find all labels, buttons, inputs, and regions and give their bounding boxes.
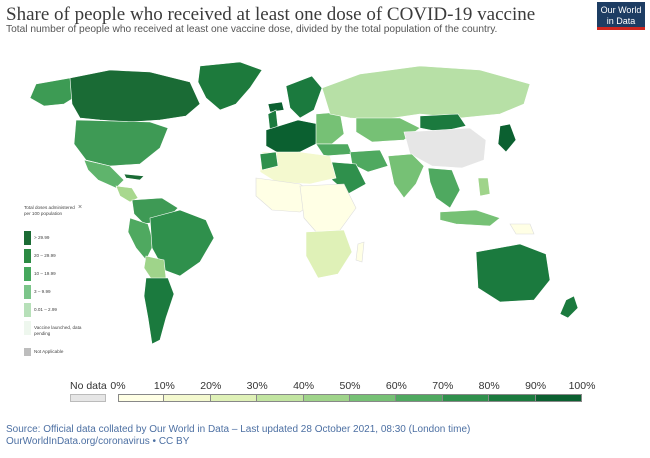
scale-bin[interactable] xyxy=(164,394,211,402)
mini-legend-swatch xyxy=(24,348,31,356)
region-india[interactable] xyxy=(387,153,425,199)
scale-tick-label: 20% xyxy=(200,380,222,392)
region-cuba[interactable] xyxy=(123,173,145,181)
region-morocco[interactable] xyxy=(259,151,279,171)
scale-tick-label: 100% xyxy=(568,380,596,392)
logo-line-1: Our World xyxy=(600,5,642,15)
mini-legend-label: Not Applicable xyxy=(34,349,64,354)
mini-legend-swatch xyxy=(24,285,31,299)
scale-bin[interactable] xyxy=(118,394,165,402)
region-western-europe[interactable] xyxy=(265,119,319,155)
scale-bin[interactable] xyxy=(257,394,304,402)
region-canada[interactable] xyxy=(69,69,201,123)
region-southeast-asia[interactable] xyxy=(427,167,461,209)
region-australia[interactable] xyxy=(475,243,551,303)
scale-bin[interactable] xyxy=(442,394,490,402)
region-madagascar[interactable] xyxy=(355,241,365,263)
scale-tick-label: 50% xyxy=(339,380,361,392)
chart-subtitle: Total number of people who received at l… xyxy=(6,24,498,35)
region-iceland[interactable] xyxy=(267,101,285,113)
mini-legend-label: 20 – 29.99 xyxy=(34,253,56,258)
region-southern-africa[interactable] xyxy=(305,229,353,279)
region-scandinavia[interactable] xyxy=(285,75,323,119)
scale-bin[interactable] xyxy=(396,394,443,402)
scale-bin[interactable] xyxy=(210,394,258,402)
region-japan[interactable] xyxy=(497,123,517,153)
mini-legend-item[interactable]: > 29.99 xyxy=(24,231,90,245)
mini-legend-item[interactable]: 20 – 29.99 xyxy=(24,249,90,263)
region-philippines[interactable] xyxy=(477,177,491,197)
scale-tick-label: 30% xyxy=(246,380,268,392)
mini-legend-item[interactable]: Vaccine launched, data pending xyxy=(24,321,90,336)
mini-legend-label: 3 – 9.99 xyxy=(34,289,51,294)
scale-tick-label: 60% xyxy=(385,380,407,392)
mini-legend-label: 0.01 – 2.99 xyxy=(34,307,57,312)
no-data-swatch[interactable] xyxy=(70,394,106,402)
mini-legend-swatch xyxy=(24,231,31,245)
map-mini-legend: Total doses administered per 100 populat… xyxy=(22,203,92,363)
mini-legend-swatch xyxy=(24,267,31,281)
region-new-zealand[interactable] xyxy=(559,295,579,319)
region-kazakhstan[interactable] xyxy=(355,117,421,143)
license-line[interactable]: OurWorldInData.org/coronavirus • CC BY xyxy=(6,436,190,447)
scale-bin[interactable] xyxy=(350,394,397,402)
region-brazil[interactable] xyxy=(149,209,215,277)
mini-legend-swatch xyxy=(24,321,31,335)
mini-legend-label: 10 – 19.99 xyxy=(34,271,56,276)
scale-tick-label: 40% xyxy=(293,380,315,392)
mini-legend-item[interactable]: 0.01 – 2.99 xyxy=(24,303,90,317)
region-china[interactable] xyxy=(403,127,487,169)
scale-tick-label: 80% xyxy=(478,380,500,392)
mini-legend-swatch xyxy=(24,249,31,263)
region-indonesia[interactable] xyxy=(439,209,501,227)
chart-title: Share of people who received at least on… xyxy=(6,4,536,25)
mini-legend-label: Vaccine launched, data pending xyxy=(34,325,82,336)
region-argentina-chile[interactable] xyxy=(143,277,175,345)
scale-tick-label: 0% xyxy=(110,380,126,392)
region-papua-new-guinea[interactable] xyxy=(509,223,535,235)
region-mexico[interactable] xyxy=(83,159,125,189)
mini-legend-item[interactable]: Not Applicable xyxy=(24,345,90,359)
region-greenland[interactable] xyxy=(197,61,263,111)
mini-legend-label: > 29.99 xyxy=(34,235,50,240)
source-footer: Source: Official data collated by Our Wo… xyxy=(6,424,470,448)
scale-tick-label: 70% xyxy=(432,380,454,392)
scale-tick-label: 90% xyxy=(525,380,547,392)
region-iran[interactable] xyxy=(349,149,389,173)
logo-line-2: in Data xyxy=(606,16,636,26)
source-line[interactable]: Source: Official data collated by Our Wo… xyxy=(6,424,471,435)
scale-bin[interactable] xyxy=(489,394,536,402)
mini-legend-swatch xyxy=(24,303,31,317)
scale-tick-label: 10% xyxy=(153,380,175,392)
scale-bin[interactable] xyxy=(303,394,350,402)
mini-legend-item[interactable]: 10 – 19.99 xyxy=(24,267,90,281)
no-data-label: No data xyxy=(70,380,107,392)
owid-logo[interactable]: Our World in Data xyxy=(597,2,645,30)
mini-legend-title: Total doses administered per 100 populat… xyxy=(24,205,75,216)
region-usa[interactable] xyxy=(73,119,169,167)
mini-legend-item[interactable]: 3 – 9.99 xyxy=(24,285,90,299)
region-north-africa[interactable] xyxy=(259,151,337,185)
world-map[interactable] xyxy=(0,48,650,370)
region-russia[interactable] xyxy=(321,65,531,121)
close-icon[interactable]: × xyxy=(78,204,83,211)
scale-bin[interactable] xyxy=(535,394,582,402)
